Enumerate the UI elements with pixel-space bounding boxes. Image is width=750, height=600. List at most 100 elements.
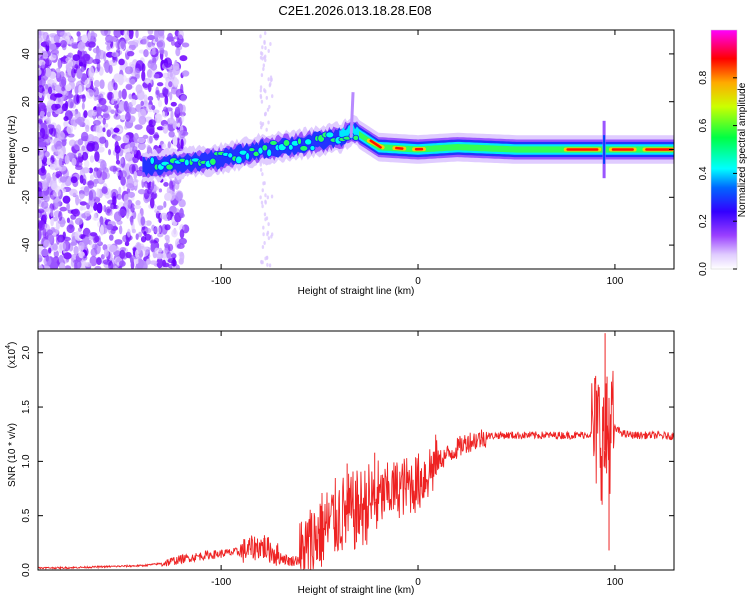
snr-content	[38, 333, 674, 570]
spectrogram-noise-blob	[75, 198, 82, 204]
spectrogram-ridge-blob	[352, 134, 360, 142]
spectrogram-noise-blob	[65, 84, 72, 92]
spectrogram-noise-blob	[157, 99, 163, 108]
spectrogram-noise-blob	[109, 211, 113, 216]
spectrogram-faint-column	[267, 49, 270, 54]
spectrogram-noise-blob	[104, 139, 109, 149]
snr-x-tick-label: 0	[415, 577, 421, 588]
spectrogram-noise-blob	[46, 172, 51, 184]
spectrogram-faint-column	[262, 67, 265, 72]
spectrogram-noise-blob	[102, 113, 111, 121]
spectrogram-noise-blob	[120, 38, 126, 50]
spectrogram-noise-blob	[181, 70, 190, 77]
spectrogram-noise-blob	[150, 62, 158, 71]
spectrogram-noise-blob	[79, 174, 84, 184]
spectrogram-noise-blob	[78, 61, 84, 67]
spectrogram-faint-column	[262, 181, 265, 186]
spectrogram-noise-blob	[146, 188, 152, 195]
snr-x-axis-label: Height of straight line (km)	[298, 585, 415, 596]
spectrogram-noise-blob	[85, 124, 90, 133]
spectrogram-noise-blob	[134, 249, 139, 258]
spectrogram-faint-column	[264, 193, 267, 198]
spectrogram-noise-blob	[43, 256, 52, 267]
spectrogram-noise-blob	[162, 177, 167, 183]
spectrogram-noise-blob	[151, 104, 156, 111]
spectrogram-noise-blob	[136, 89, 145, 101]
spectrogram-noise-blob	[38, 30, 42, 39]
spectrogram-noise-blob	[96, 61, 101, 73]
spectrogram-noise-blob	[153, 226, 162, 234]
spectrogram-noise-blob	[172, 257, 176, 267]
spectrogram-noise-blob	[79, 234, 86, 240]
snr-scale-label: (x104)	[5, 342, 18, 369]
spectrogram-noise-blob	[125, 208, 130, 219]
spectrogram-ridge-blob	[209, 157, 217, 166]
spectrogram-y-tick-label: -20	[21, 190, 32, 205]
spectrogram-noise-blob	[62, 195, 71, 204]
spectrogram-noise-blob	[120, 114, 127, 121]
snr-x-tick-label: -100	[211, 577, 231, 588]
spectrogram-noise-blob	[162, 124, 169, 134]
spectrogram-noise-blob	[49, 33, 58, 38]
spectrogram-faint-column	[264, 199, 267, 204]
spectrogram-noise-blob	[97, 159, 105, 164]
snr-y-axis-label: SNR (10 * v/v)	[7, 423, 18, 487]
spectrogram-faint-column	[264, 31, 267, 36]
spectrogram-noise-blob	[38, 68, 42, 76]
spectrogram-noise-blob	[154, 247, 159, 254]
spectrogram-ridge-blob	[282, 139, 291, 147]
spectrogram-noise-blob	[38, 254, 43, 263]
spectrogram-noise-blob	[45, 83, 49, 90]
spectrogram-noise-blob	[66, 202, 70, 212]
spectrogram-noise-blob	[93, 125, 100, 133]
spectrogram-noise-blob	[172, 120, 177, 130]
spectrogram-noise-blob	[96, 188, 100, 198]
spectrogram-noise-blob	[135, 200, 141, 206]
spectrogram-faint-column	[269, 42, 272, 47]
spectrogram-noise-blob	[143, 49, 149, 58]
spectrogram-noise-blob	[142, 134, 149, 140]
spectrogram-noise-blob	[137, 231, 143, 238]
spectrogram-noise-blob	[56, 131, 66, 140]
spectrogram-faint-column	[265, 95, 268, 100]
spectrogram-noise-blob	[152, 134, 160, 139]
spectrogram-y-axis-label: Frequency (Hz)	[7, 116, 18, 185]
spectrogram-noise-blob	[127, 212, 134, 217]
spectrogram-noise-blob	[38, 181, 44, 192]
spectrogram-faint-column	[269, 81, 272, 86]
spectrogram-noise-blob	[112, 90, 119, 102]
spectrogram-ridge-blob	[269, 140, 278, 146]
spectrogram-noise-blob	[137, 142, 146, 151]
spectrogram-y-tick-label: 20	[21, 96, 32, 108]
spectrogram-noise-blob	[123, 30, 130, 39]
spectrogram-noise-blob	[91, 109, 97, 117]
spectrogram-noise-blob	[71, 42, 80, 49]
spectrogram-noise-blob	[132, 155, 139, 164]
spectrogram-noise-blob	[40, 166, 46, 174]
spectrogram-faint-column	[264, 58, 267, 63]
spectrogram-noise-blob	[119, 170, 127, 179]
spectrogram-noise-blob	[55, 173, 61, 178]
spectrogram-noise-blob	[93, 178, 100, 184]
spectrogram-noise-blob	[100, 254, 106, 260]
spectrogram-noise-blob	[164, 192, 172, 201]
spectrogram-noise-blob	[135, 30, 139, 39]
spectrogram-noise-blob	[161, 111, 165, 117]
colorbar-frame	[710, 29, 738, 270]
spectrogram-noise-blob	[115, 159, 121, 165]
spectrogram-ridge-blob	[248, 147, 256, 153]
spectrogram-noise-blob	[122, 234, 130, 243]
spectrogram-faint-column	[260, 99, 264, 104]
spectrogram-noise-blob	[145, 220, 152, 226]
spectrogram-noise-blob	[44, 133, 49, 140]
spectrogram-faint-column	[264, 111, 267, 116]
spectrogram-noise-blob	[181, 114, 185, 123]
spectrogram-noise-blob	[42, 227, 47, 239]
spectrogram-noise-blob	[87, 180, 95, 189]
spectrogram-noise-blob	[178, 237, 187, 245]
spectrogram-noise-blob	[109, 244, 117, 253]
spectrogram-noise-blob	[60, 39, 68, 48]
spectrogram-noise-blob	[61, 86, 65, 92]
spectrogram-noise-blob	[46, 34, 50, 46]
